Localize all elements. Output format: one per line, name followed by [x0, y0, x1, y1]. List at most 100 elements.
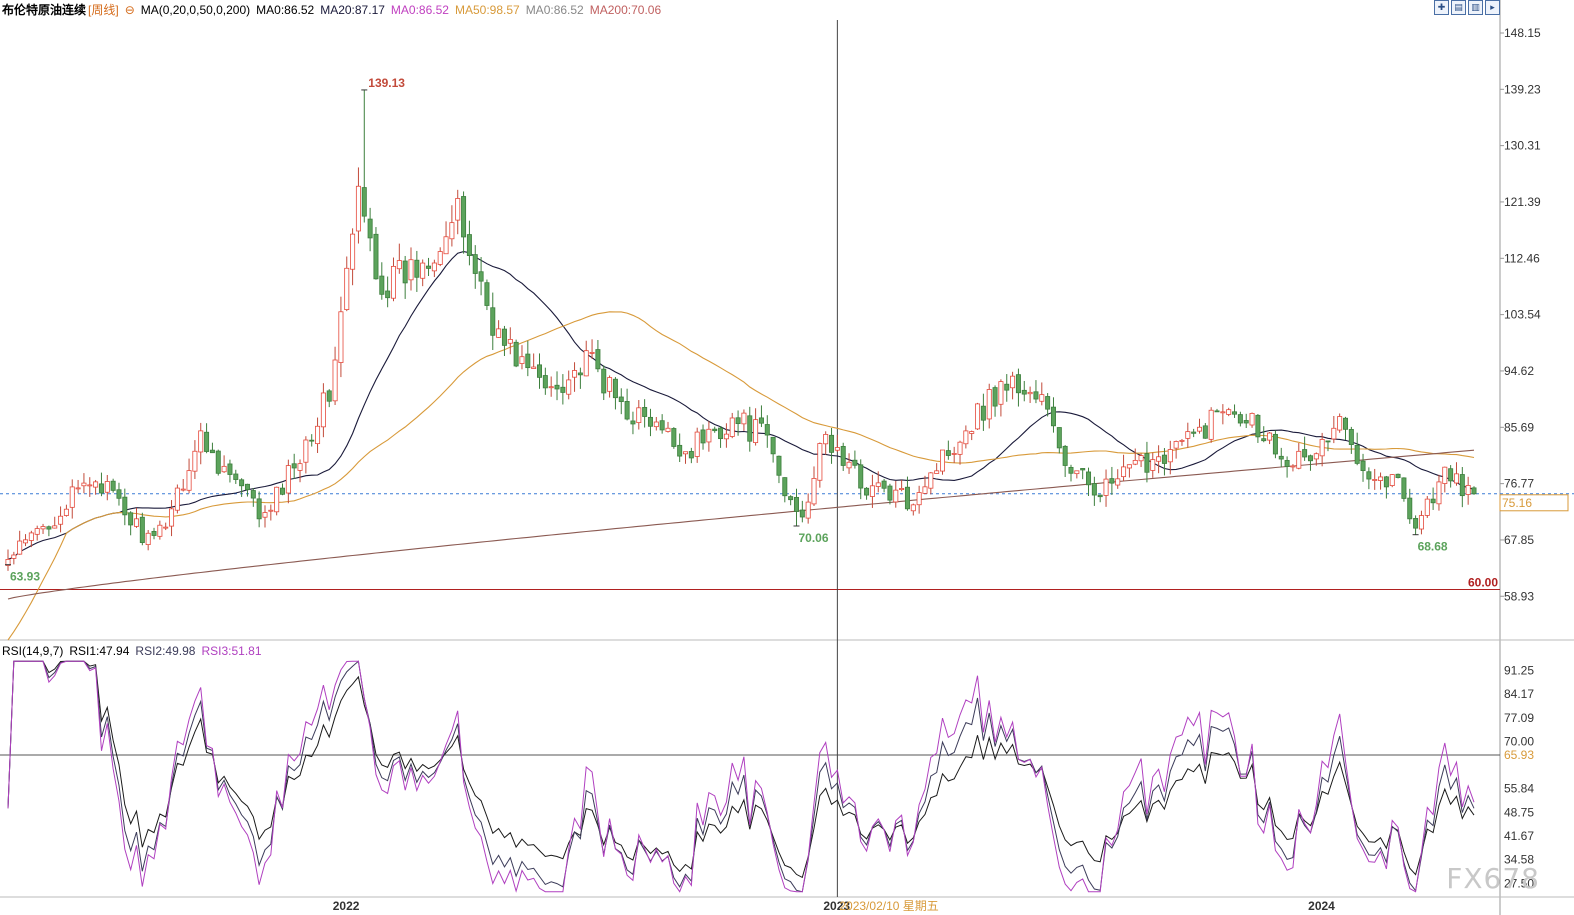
candle-body — [723, 433, 729, 440]
candle-body — [998, 381, 1004, 405]
support-label: 60.00 — [1468, 575, 1498, 589]
candle-body — [151, 530, 157, 536]
rsi-line-rsi3 — [7, 660, 1475, 893]
candle-body — [677, 444, 683, 457]
candle-body — [1430, 498, 1436, 504]
candle-body — [1156, 456, 1162, 462]
candle-body — [490, 307, 496, 336]
candle-body — [595, 349, 601, 370]
y-tick-label: 85.69 — [1504, 420, 1534, 434]
candle-body — [992, 387, 998, 407]
candle-body — [367, 218, 373, 239]
candle-body — [87, 484, 93, 487]
candle-body — [572, 370, 578, 378]
candle-body — [174, 487, 180, 511]
candle-body — [268, 509, 274, 512]
candle-body — [17, 540, 23, 555]
candle-body — [227, 463, 233, 475]
candle-body — [1278, 455, 1284, 460]
candle-body — [706, 428, 712, 443]
candle-body — [157, 524, 163, 537]
candle-body — [28, 532, 34, 541]
candle-body — [875, 482, 881, 487]
candle-body — [361, 187, 367, 217]
period-label: [周线] — [88, 3, 119, 17]
candle-body — [1208, 409, 1214, 440]
candle-body — [274, 486, 280, 513]
candle-body — [542, 375, 548, 389]
candle-body — [1126, 464, 1132, 469]
candle-body — [554, 384, 560, 390]
candle-body — [1062, 445, 1068, 466]
candle-body — [1173, 441, 1179, 449]
candle-body — [1214, 410, 1220, 413]
candle-body — [75, 487, 81, 490]
candle-body — [688, 451, 694, 459]
candle-body — [607, 377, 613, 392]
expand-icon[interactable]: ✚ — [1434, 0, 1449, 15]
candle-body — [128, 512, 134, 526]
arrow-right-icon[interactable]: ▸ — [1485, 0, 1500, 15]
candle-body — [1237, 414, 1243, 424]
candle-body — [5, 559, 11, 566]
y-tick-label: 130.31 — [1504, 139, 1541, 153]
candle-body — [390, 265, 396, 299]
candle-body — [186, 470, 192, 491]
layout-icon[interactable]: ▤ — [1451, 0, 1466, 15]
rsi-tick-label: 77.09 — [1504, 711, 1534, 725]
lock-icon[interactable]: ⊖ — [124, 3, 135, 17]
candle-body — [98, 483, 104, 494]
candle-body — [1413, 518, 1419, 529]
candle-body — [402, 260, 408, 284]
candle-body — [951, 453, 957, 455]
candle-body — [718, 427, 724, 440]
candle-body — [396, 260, 402, 270]
rsi3-value: RSI3:51.81 — [201, 644, 262, 658]
candle-body — [758, 417, 764, 424]
candle-body — [1091, 483, 1097, 496]
candle-body — [957, 441, 963, 455]
extreme-label: 63.93 — [10, 570, 40, 584]
candle-body — [963, 430, 969, 445]
candle-body — [577, 372, 583, 376]
candle-body — [344, 267, 350, 310]
candle-body — [320, 392, 326, 428]
candle-body — [1115, 478, 1121, 486]
candle-body — [63, 508, 69, 516]
candle-body — [122, 496, 128, 516]
candle-body — [1319, 438, 1325, 457]
candle-body — [46, 526, 52, 530]
candle-body — [1313, 453, 1319, 460]
candle-body — [910, 504, 916, 512]
candle-body — [478, 271, 484, 282]
candle-body — [139, 516, 145, 543]
candle-body — [1436, 481, 1442, 505]
candle-body — [1378, 476, 1384, 481]
current-price-label: 75.16 — [1502, 496, 1532, 510]
candle-body — [1196, 426, 1202, 432]
candle-body — [712, 428, 718, 432]
candle-body — [93, 481, 99, 488]
candle-body — [1418, 515, 1424, 530]
candle-body — [928, 472, 934, 489]
rsi2-value: RSI2:49.98 — [135, 644, 196, 658]
candle-body — [583, 350, 589, 377]
candle-body — [899, 488, 905, 491]
candle-body — [1407, 497, 1413, 520]
candle-body — [204, 431, 210, 452]
candle-body — [1080, 468, 1086, 471]
layout-icon-2[interactable]: ▥ — [1468, 0, 1483, 15]
candle-body — [945, 450, 951, 456]
candle-body — [1296, 450, 1302, 469]
candle-body — [940, 449, 946, 472]
candle-body — [169, 508, 175, 527]
candle-body — [788, 496, 794, 501]
candle-body — [1465, 485, 1471, 495]
rsi-tick-label: 65.93 — [1504, 748, 1534, 762]
candle-body — [297, 463, 303, 471]
candle-body — [782, 477, 788, 497]
candle-body — [1459, 474, 1465, 497]
candle-body — [250, 490, 256, 499]
candle-body — [1272, 433, 1278, 455]
